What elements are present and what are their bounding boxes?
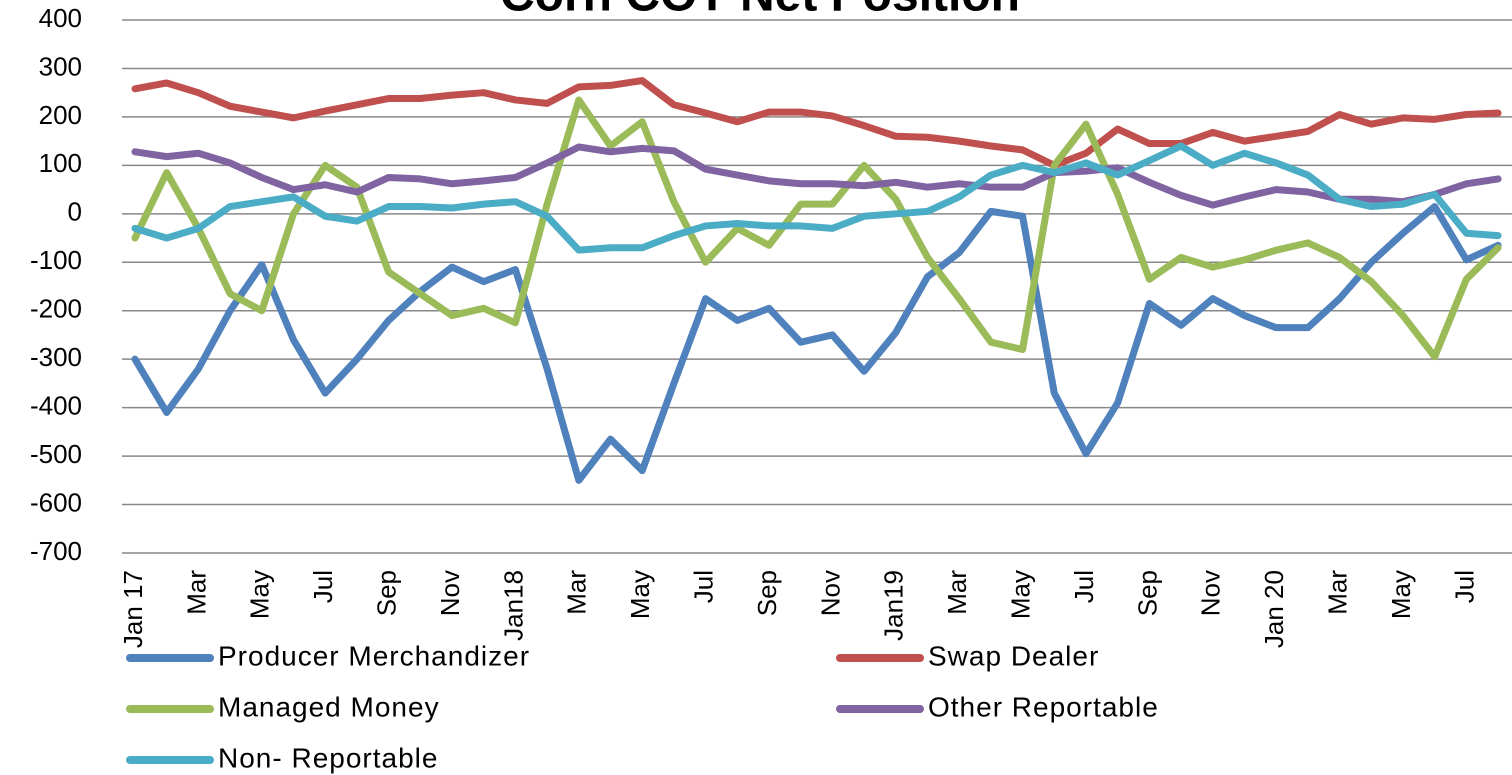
- y-tick-label: 100: [39, 148, 82, 178]
- series-line: [131, 203, 1502, 484]
- x-tick-label: Nov: [1196, 570, 1226, 616]
- x-tick-label: Jan18: [498, 570, 528, 641]
- x-tick-label: Mar: [562, 570, 592, 615]
- x-tick-label: May: [1386, 570, 1416, 619]
- x-tick-label: Sep: [1132, 570, 1162, 616]
- legend-label: Producer Merchandizer: [218, 640, 530, 671]
- y-tick-label: 200: [39, 100, 82, 130]
- y-tick-label: -200: [30, 294, 82, 324]
- y-tick-label: 0: [68, 197, 82, 227]
- y-tick-label: 300: [39, 51, 82, 81]
- series-line: [131, 142, 1502, 254]
- series-line: [131, 143, 1502, 209]
- x-tick-label: Nov: [435, 570, 465, 616]
- x-tick-label: Jan 17: [118, 570, 148, 648]
- legend-label: Managed Money: [218, 691, 440, 722]
- x-tick-label: Jul: [308, 570, 338, 603]
- series-line: [131, 96, 1502, 361]
- y-tick-label: -300: [30, 342, 82, 372]
- x-tick-label: Mar: [181, 570, 211, 615]
- x-tick-label: Sep: [752, 570, 782, 616]
- x-tick-label: Jul: [1449, 570, 1479, 603]
- legend-label: Non- Reportable: [218, 742, 438, 773]
- series-line: [131, 77, 1502, 169]
- x-tick-label: Sep: [371, 570, 401, 616]
- x-tick-label: Nov: [815, 570, 845, 616]
- x-tick-label: Mar: [942, 570, 972, 615]
- x-tick-label: May: [625, 570, 655, 619]
- x-tick-label: Jan19: [879, 570, 909, 641]
- x-tick-label: Jul: [688, 570, 718, 603]
- legend-label: Other Reportable: [928, 691, 1159, 722]
- y-tick-label: -400: [30, 391, 82, 421]
- x-tick-label: May: [1005, 570, 1035, 619]
- x-tick-label: May: [245, 570, 275, 619]
- y-tick-label: -100: [30, 245, 82, 275]
- x-tick-label: Mar: [1322, 570, 1352, 615]
- y-tick-label: -700: [30, 536, 82, 566]
- y-tick-label: 400: [39, 3, 82, 33]
- y-tick-label: -600: [30, 487, 82, 517]
- chart-title: Corn COT Net Position: [500, 0, 1020, 22]
- x-tick-label: Jan 20: [1259, 570, 1289, 648]
- y-tick-label: -500: [30, 439, 82, 469]
- x-tick-label: Jul: [1069, 570, 1099, 603]
- legend-label: Swap Dealer: [928, 640, 1099, 671]
